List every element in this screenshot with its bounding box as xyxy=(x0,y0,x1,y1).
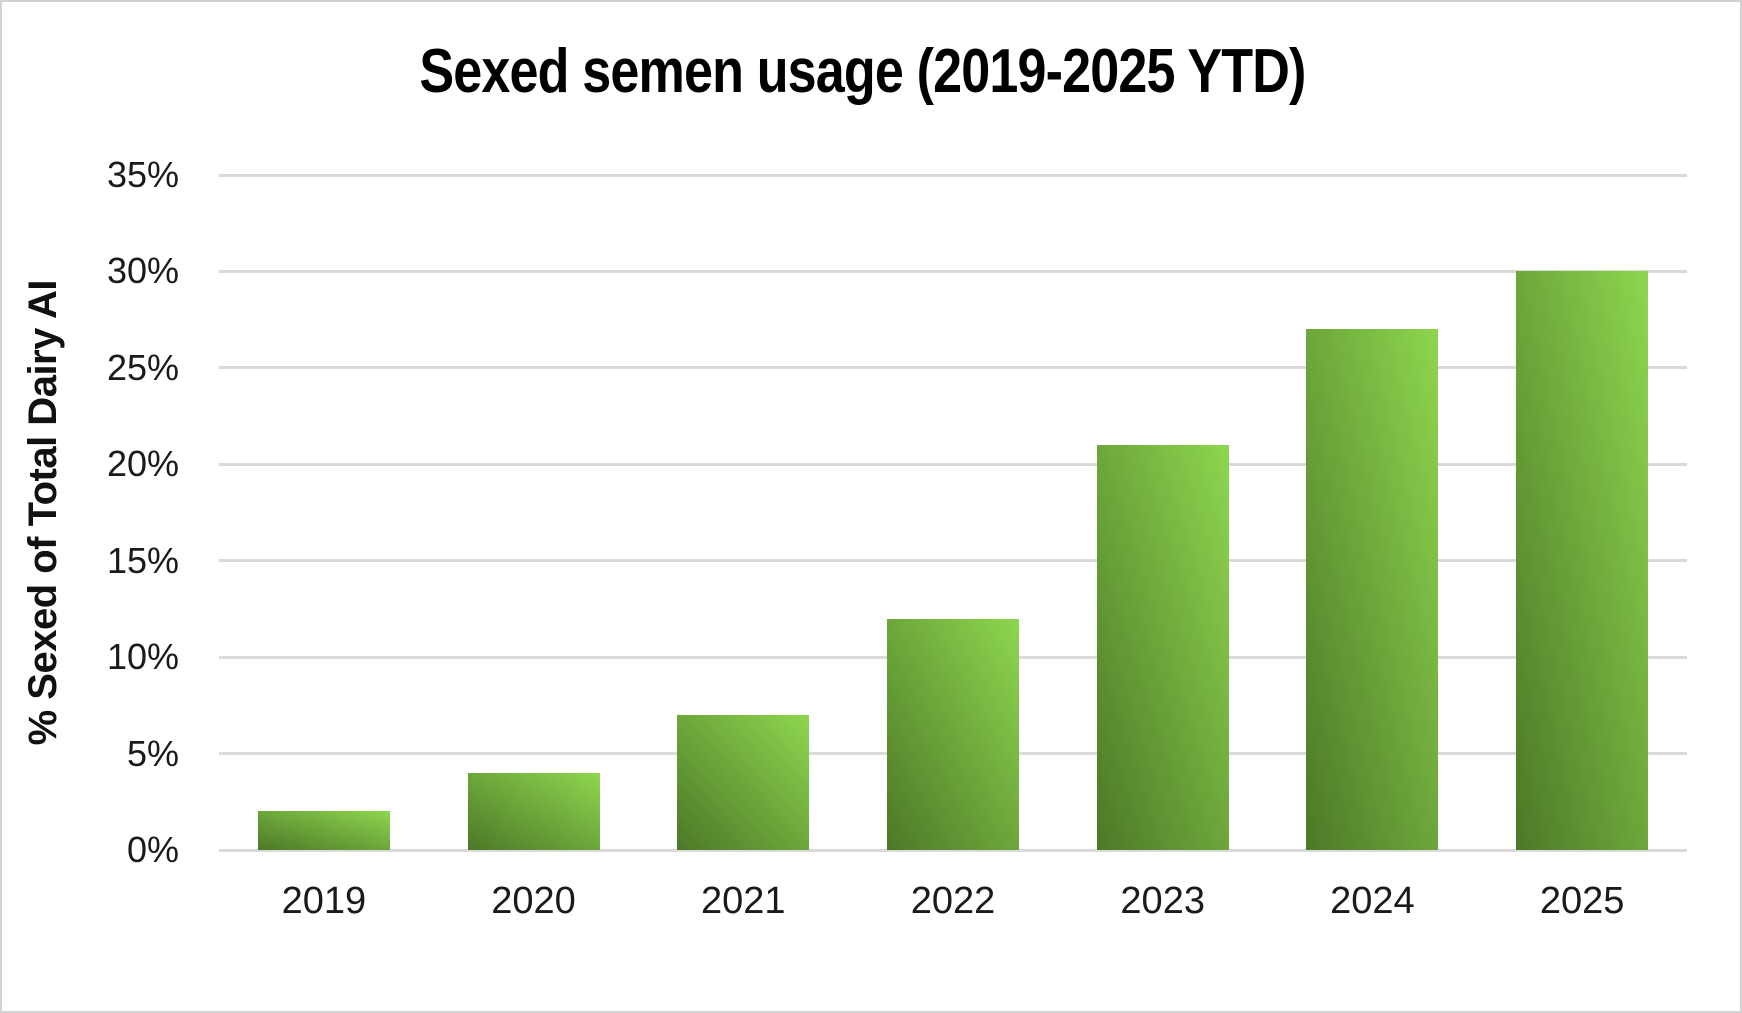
x-label-2021: 2021 xyxy=(701,880,786,922)
y-tick-label-15pct: 15% xyxy=(106,539,179,581)
gridline-30pct xyxy=(219,269,1687,273)
bar-2023 xyxy=(1096,445,1229,850)
gridline-35pct xyxy=(219,173,1687,177)
x-label-2025: 2025 xyxy=(1539,880,1625,922)
bar-2024 xyxy=(1306,329,1439,850)
x-label-2019: 2019 xyxy=(281,880,367,922)
y-axis-tick-labels: 0% 5% 10% 15% 20% 25% 30% 35% xyxy=(2,154,179,870)
y-tick-label-10pct: 10% xyxy=(106,636,179,678)
gridline-25pct xyxy=(219,366,1687,370)
y-tick-label-25pct: 25% xyxy=(106,346,179,388)
y-tick-label-35pct: 35% xyxy=(106,154,179,195)
gridline-0pct xyxy=(219,848,1687,852)
y-tick-label-30pct: 30% xyxy=(106,250,179,292)
bar-2025 xyxy=(1516,271,1649,850)
chart-title: Sexed semen usage (2019-2025 YTD) xyxy=(2,36,1722,107)
x-label-2023: 2023 xyxy=(1120,880,1205,922)
bar-2019 xyxy=(257,811,390,850)
gridline-20pct xyxy=(219,462,1687,466)
x-label-2020: 2020 xyxy=(491,880,576,922)
gridline-15pct xyxy=(219,559,1687,563)
bar-2021 xyxy=(677,715,810,850)
chart-title-text: Sexed semen usage (2019-2025 YTD) xyxy=(418,37,1306,106)
y-tick-label-20pct: 20% xyxy=(106,443,179,485)
y-tick-label-5pct: 5% xyxy=(126,732,179,774)
y-tick-label-0pct: 0% xyxy=(126,829,179,870)
bar-2020 xyxy=(467,772,600,850)
x-label-2024: 2024 xyxy=(1330,880,1415,922)
x-axis-category-labels: 2019 2020 2021 2022 2023 2024 2025 xyxy=(219,876,1687,926)
x-label-2022: 2022 xyxy=(910,880,996,922)
plot-area xyxy=(219,173,1687,852)
bar-2022 xyxy=(887,618,1019,850)
